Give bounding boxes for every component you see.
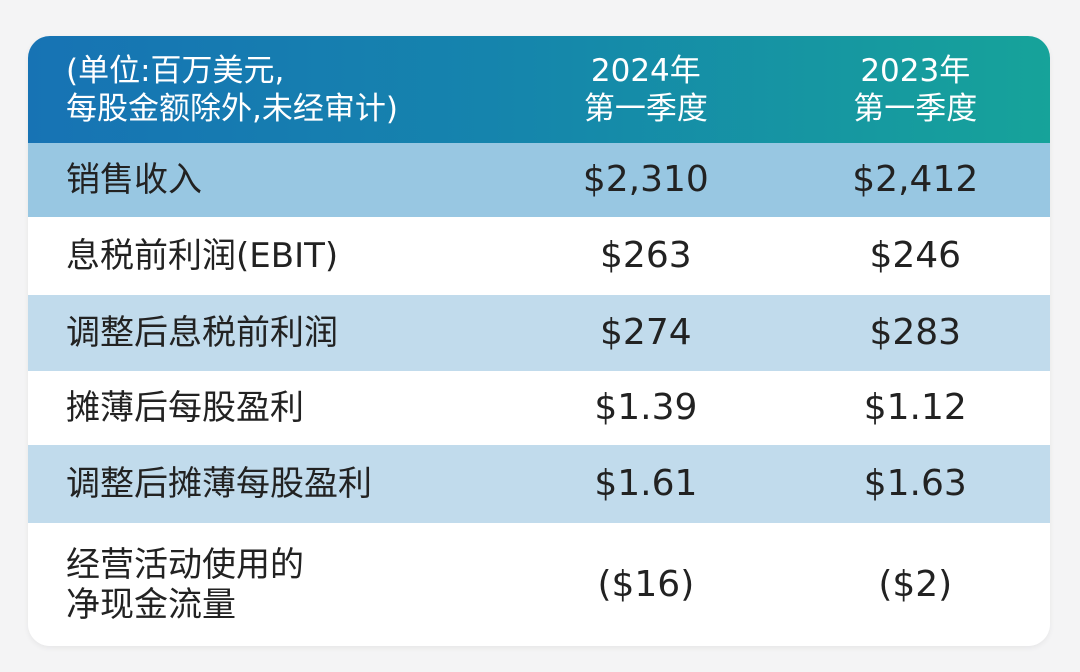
value-2023: $283	[869, 312, 962, 353]
value-2023: $1.63	[863, 463, 967, 504]
row-label: 经营活动使用的 净现金流量	[28, 545, 511, 625]
value-2024: ($16)	[597, 563, 695, 605]
row-label-line2: 净现金流量	[66, 584, 236, 625]
header-col-2024-year: 2024年	[590, 52, 701, 89]
row-label: 调整后息税前利润	[66, 313, 338, 353]
header-units-line2: 每股金额除外,未经审计)	[66, 90, 398, 127]
header-col-2023-year: 2023年	[860, 52, 971, 89]
value-2024: $2,310	[582, 159, 709, 200]
header-units-line1: (单位:百万美元,	[66, 52, 285, 89]
value-2023: $246	[869, 235, 962, 276]
row-label-line1: 经营活动使用的	[66, 544, 304, 585]
value-2024: $1.39	[594, 387, 698, 428]
header-col-2024: 2024年 第一季度	[511, 52, 780, 128]
table-row-ebit: 息税前利润(EBIT) $263 $246	[28, 217, 1050, 295]
financial-summary-table: (单位:百万美元, 每股金额除外,未经审计) 2024年 第一季度 2023年 …	[28, 36, 1050, 646]
table-row-sales: 销售收入 $2,310 $2,412	[28, 143, 1050, 217]
row-label: 调整后摊薄每股盈利	[66, 464, 372, 504]
value-2023: $2,412	[852, 159, 979, 200]
header-col-2023-quarter: 第一季度	[853, 90, 978, 127]
table-row-operating-cash-flow: 经营活动使用的 净现金流量 ($16) ($2)	[28, 523, 1050, 646]
table-header: (单位:百万美元, 每股金额除外,未经审计) 2024年 第一季度 2023年 …	[28, 36, 1050, 143]
value-2023: $1.12	[863, 387, 967, 428]
value-2024: $274	[600, 312, 692, 353]
table-row-adjusted-ebit: 调整后息税前利润 $274 $283	[28, 295, 1050, 371]
value-2024: $263	[600, 235, 692, 276]
value-2024: $1.61	[594, 463, 698, 504]
header-col-2024-quarter: 第一季度	[583, 90, 708, 127]
header-units-label: (单位:百万美元, 每股金额除外,未经审计)	[28, 52, 511, 128]
row-label: 息税前利润(EBIT)	[66, 236, 339, 276]
row-label: 销售收入	[66, 160, 202, 200]
header-col-2023: 2023年 第一季度	[781, 52, 1050, 128]
table-row-adjusted-diluted-eps: 调整后摊薄每股盈利 $1.61 $1.63	[28, 445, 1050, 523]
table-row-diluted-eps: 摊薄后每股盈利 $1.39 $1.12	[28, 371, 1050, 445]
value-2023: ($2)	[878, 563, 953, 605]
row-label: 摊薄后每股盈利	[66, 388, 304, 428]
